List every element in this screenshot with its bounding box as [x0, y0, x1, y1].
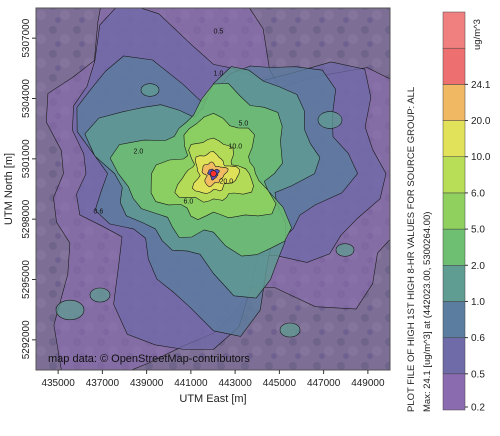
plot-title: PLOT FILE OF HIGH 1ST HIGH 8-HR VALUES F…: [406, 87, 417, 412]
colorbar-tick-label: 5.0: [471, 225, 485, 236]
y-tick-label: 5292000: [21, 320, 32, 359]
y-tick-label: 5298000: [21, 199, 32, 238]
x-axis: 435000 437000 439000 441000 443000 445000 4470…: [41, 370, 385, 389]
plot-frame: [35, 7, 391, 371]
contour-patch: [89, 287, 111, 303]
x-tick-label: 447000: [307, 378, 341, 389]
colorbar-tick-label: 0.2: [471, 403, 485, 414]
colorbar-segment: [442, 84, 466, 121]
x-tick-label: 443000: [218, 378, 252, 389]
colorbar-tick-label: 24.1: [471, 80, 491, 91]
contour-patch: [55, 299, 85, 321]
contour-label: 1.0: [214, 71, 224, 78]
x-tick-label: 435000: [41, 378, 75, 389]
map-attribution: map data: © OpenStreetMap-contributors: [48, 353, 250, 365]
colorbar-segment: [442, 228, 466, 266]
colorbar-segment: [442, 11, 466, 49]
contour-label: 10.0: [229, 144, 243, 151]
colorbar-segment: [442, 265, 466, 302]
concentration-contours: [45, 8, 390, 370]
colorbar-unit: ug/m^3: [472, 19, 483, 50]
colorbar-tick-label: 0.6: [471, 333, 485, 344]
contour-label: 2.0: [134, 149, 144, 156]
colorbar-tick-label: 6.0: [471, 188, 485, 199]
max-concentration-marker: [210, 170, 217, 177]
colorbar-segment: [442, 47, 466, 85]
contour-patch: [279, 322, 301, 338]
x-tick-label: 445000: [263, 378, 297, 389]
colorbar-tick-label: 2.0: [471, 261, 485, 272]
contour-label: 5.0: [239, 121, 249, 128]
colorbar: 0.2 0.5 0.6 1.0 2.0 5.0 6.0 10.0 20.0 24.1: [442, 11, 491, 414]
contour-labels: 0.5 0.6 1.0 2.0 5.0 6.0 10.0 20.0: [94, 29, 249, 216]
colorbar-segment: [442, 192, 466, 230]
contour-label: 0.5: [214, 29, 224, 36]
y-tick-label: 5304000: [21, 79, 32, 118]
colorbar-segment: [442, 301, 466, 338]
colorbar-tick-label: 10.0: [471, 152, 491, 163]
y-tick-label: 5301000: [21, 139, 32, 178]
contour-label: 20.0: [220, 179, 234, 186]
x-tick-label: 449000: [351, 378, 385, 389]
colorbar-tick-label: 20.0: [471, 116, 491, 127]
contour-patch: [335, 243, 355, 257]
colorbar-tick-label: 1.0: [471, 297, 485, 308]
x-tick-label: 441000: [174, 378, 208, 389]
contour-patch: [140, 83, 160, 97]
contour-label: 0.6: [94, 209, 104, 216]
colorbar-segment: [442, 120, 466, 157]
colorbar-segment: [442, 337, 466, 375]
y-tick-label: 5295000: [21, 260, 32, 299]
y-axis: 5292000 5295000 5298000 5301000 5304000 53070…: [21, 18, 36, 359]
y-axis-title: UTM North [m]: [3, 153, 15, 225]
colorbar-tick-label: 0.5: [471, 369, 485, 380]
x-tick-label: 439000: [130, 378, 164, 389]
colorbar-segment: [442, 156, 466, 194]
colorbar-segment: [442, 373, 466, 411]
max-value-note: Max: 24.1 [ug/m^3] at (442023.00, 530026…: [422, 212, 433, 412]
x-tick-label: 437000: [86, 378, 120, 389]
x-axis-title: UTM East [m]: [179, 393, 246, 405]
contour-patch: [317, 111, 343, 129]
y-tick-label: 5307000: [21, 18, 32, 57]
contour-label: 6.0: [184, 199, 194, 206]
max-point: [210, 170, 217, 177]
